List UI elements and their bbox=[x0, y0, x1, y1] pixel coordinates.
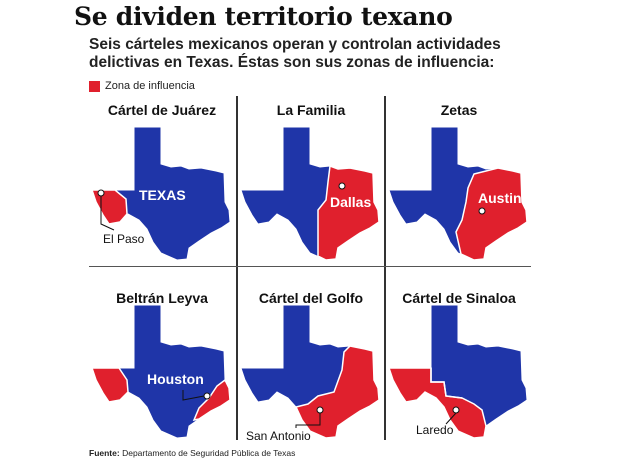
leader-houston bbox=[182, 390, 205, 401]
panel-title-golfo: Cártel del Golfo bbox=[258, 290, 364, 306]
panel-title-beltran-leyva: Beltrán Leyva bbox=[116, 290, 208, 306]
city-label-san-antonio: San Antonio bbox=[246, 429, 311, 443]
map-beltran-leyva: Houston bbox=[90, 304, 231, 439]
city-dot-san-antonio bbox=[316, 406, 324, 414]
source-note: Fuente: Departamento de Seguridad Públic… bbox=[89, 448, 295, 458]
map-la-familia: Dallas bbox=[240, 126, 380, 261]
inner-border bbox=[430, 368, 463, 399]
panel-title-juarez: Cártel de Juárez bbox=[107, 102, 217, 118]
row-divider bbox=[89, 266, 531, 267]
map-zetas: Austin bbox=[388, 126, 528, 261]
influence-zone bbox=[455, 167, 528, 261]
texas-label: TEXAS bbox=[139, 187, 186, 203]
city-label-austin: Austin bbox=[478, 190, 522, 206]
legend-swatch bbox=[89, 80, 100, 92]
city-label-el-paso: El Paso bbox=[103, 232, 145, 246]
column-divider-right bbox=[384, 96, 386, 440]
city-dot-laredo bbox=[452, 406, 460, 414]
source-text: Departamento de Seguridad Pública de Tex… bbox=[122, 448, 296, 458]
panel-title-la-familia: La Familia bbox=[276, 102, 346, 118]
infographic-title: Se dividen territorio texano bbox=[74, 2, 453, 31]
source-label: Fuente: bbox=[89, 448, 120, 458]
influence-zone bbox=[317, 164, 380, 261]
city-dot-el-paso bbox=[97, 189, 105, 197]
leader-laredo bbox=[445, 412, 457, 425]
infographic-subtitle: Seis cárteles mexicanos operan y control… bbox=[89, 36, 501, 71]
influence-zone-southwest bbox=[90, 367, 129, 403]
panel-title-zetas: Zetas bbox=[440, 102, 478, 118]
legend: Zona de influencia bbox=[89, 80, 195, 92]
column-divider-left bbox=[236, 96, 238, 440]
influence-zone bbox=[90, 189, 128, 225]
city-label-laredo: Laredo bbox=[416, 423, 454, 437]
city-label-houston: Houston bbox=[147, 371, 204, 387]
influence-zone-east bbox=[192, 378, 231, 422]
map-juarez: TEXAS El Paso bbox=[90, 126, 231, 261]
legend-label: Zona de influencia bbox=[105, 80, 195, 92]
map-golfo: San Antonio bbox=[240, 304, 380, 443]
influence-zone bbox=[294, 345, 380, 439]
city-dot-austin bbox=[478, 207, 486, 215]
leader-el-paso bbox=[100, 196, 115, 231]
city-label-dallas: Dallas bbox=[330, 194, 371, 210]
city-dot-dallas bbox=[338, 182, 346, 190]
map-sinaloa: Laredo bbox=[387, 304, 528, 439]
panel-title-sinaloa: Cártel de Sinaloa bbox=[402, 290, 516, 306]
city-dot-houston bbox=[203, 392, 211, 400]
leader-san-antonio bbox=[295, 413, 321, 428]
